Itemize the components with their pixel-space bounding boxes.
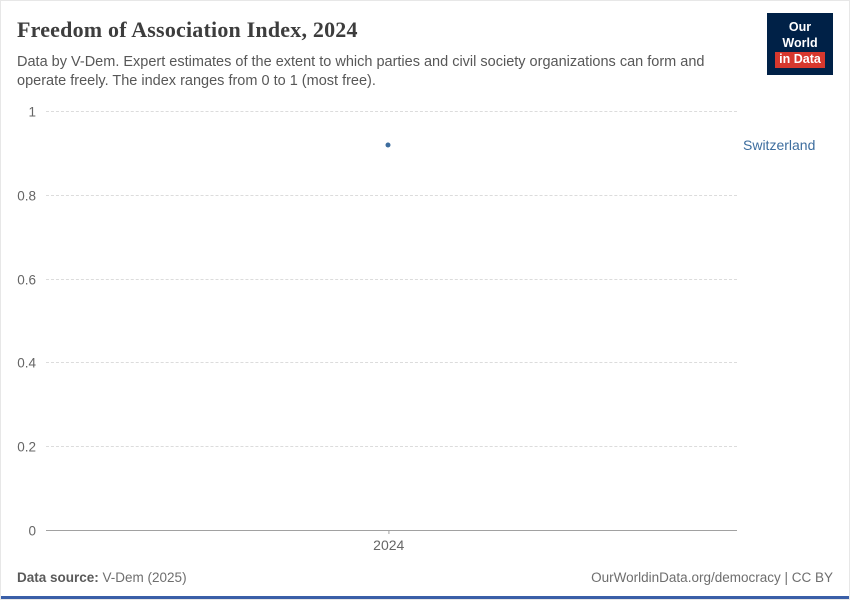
owid-link[interactable]: OurWorldinData.org/democracy | CC BY <box>591 570 833 585</box>
gridline: 0.8 <box>17 188 737 203</box>
y-tick-label: 0.4 <box>17 355 36 371</box>
chart-title: Freedom of Association Index, 2024 <box>17 17 358 42</box>
data-source: Data source: V-Dem (2025) <box>17 570 187 585</box>
x-axis-line: 0 <box>28 524 737 539</box>
plot-area: 2024 Switzerland 0 0.2 0.4 0.6 0.8 1 <box>17 105 815 554</box>
y-tick-label: 0.2 <box>17 439 36 455</box>
x-tick-label: 2024 <box>373 537 405 553</box>
y-tick-label: 0 <box>28 523 36 539</box>
data-point-switzerland[interactable] <box>385 142 391 148</box>
owid-logo-line1: Our World <box>782 20 818 50</box>
owid-logo-line2: in Data <box>775 52 825 68</box>
data-source-value: V-Dem (2025) <box>98 570 187 585</box>
owid-logo[interactable]: Our World in Data <box>767 13 833 75</box>
x-tick: 2024 <box>373 530 404 553</box>
chart-footer: Data source: V-Dem (2025) OurWorldinData… <box>17 570 833 585</box>
data-source-label: Data source: <box>17 570 99 585</box>
chart-subtitle: Data by V-Dem. Expert estimates of the e… <box>17 54 705 89</box>
bottom-accent-bar <box>1 596 849 599</box>
y-tick-label: 1 <box>28 104 36 120</box>
gridline: 0.6 <box>17 272 737 287</box>
gridline: 1 <box>28 105 737 120</box>
x-tick-mark <box>388 530 390 534</box>
gridline: 0.2 <box>17 440 737 455</box>
y-tick-label: 0.6 <box>17 272 36 288</box>
entity-label-switzerland[interactable]: Switzerland <box>743 136 816 153</box>
y-tick-label: 0.8 <box>17 188 36 204</box>
gridline: 0.4 <box>17 356 737 371</box>
